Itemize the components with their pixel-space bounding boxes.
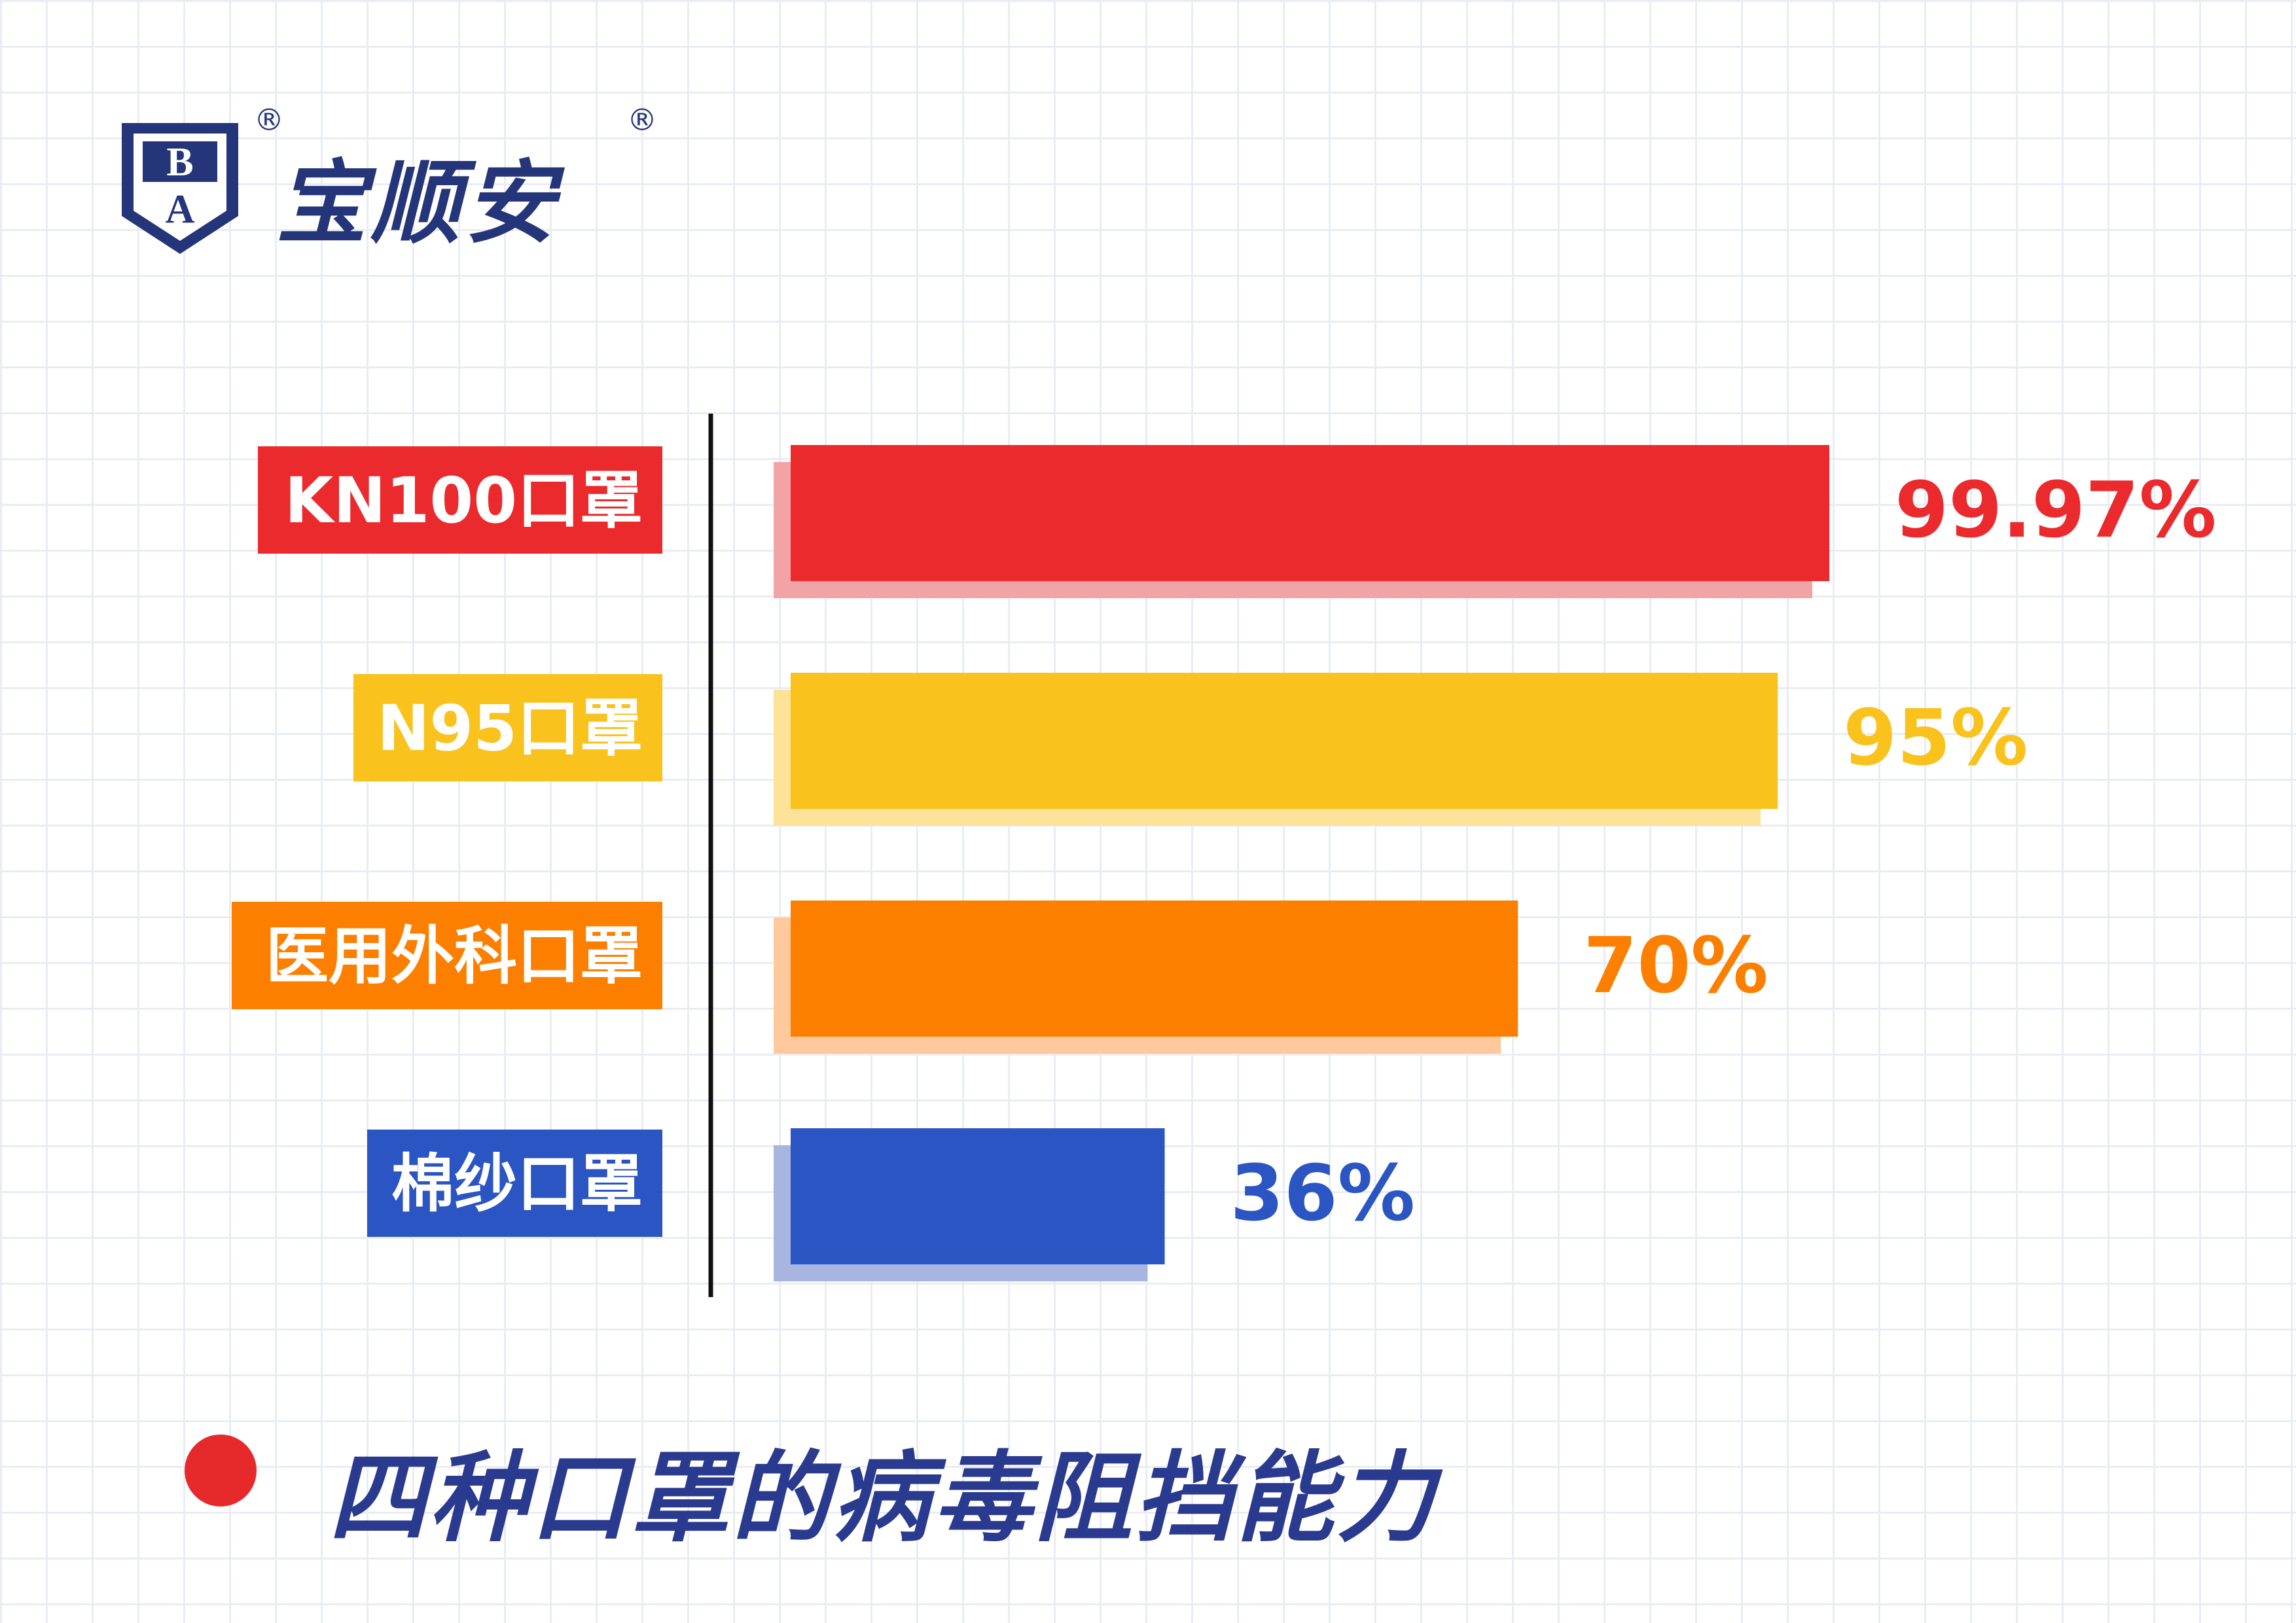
category-label: 棉纱口罩 [391,1147,643,1221]
bar [791,901,1518,1037]
data-label: 99.97% [1895,465,2216,555]
category-label: 医用外科口罩 [266,919,643,993]
category-label-box [353,674,662,781]
bar [791,1128,1165,1264]
shield-letter-a: A [166,187,195,232]
data-label: 36% [1230,1148,1414,1238]
data-label: 95% [1843,692,2028,783]
registered-mark-2: ® [627,102,657,137]
category-label: KN100口罩 [285,464,643,537]
brand-name: 宝顺安 [276,149,560,256]
bar [791,445,1829,581]
category-label: N95口罩 [377,692,643,765]
bar [791,673,1778,809]
title-bullet [185,1435,257,1507]
category-label-box [258,446,662,554]
category-label-box [232,902,662,1009]
data-label: 70% [1583,920,1768,1010]
brand-logo: B A ® 宝顺安 ® [117,102,666,259]
shield-letter-b: B [166,140,193,185]
chart-title: 四种口罩的病毒阻挡能力 [329,1442,1438,1556]
registered-mark: ® [254,102,284,137]
shield-logo-icon: B A [122,123,238,254]
category-label-box [367,1130,662,1237]
